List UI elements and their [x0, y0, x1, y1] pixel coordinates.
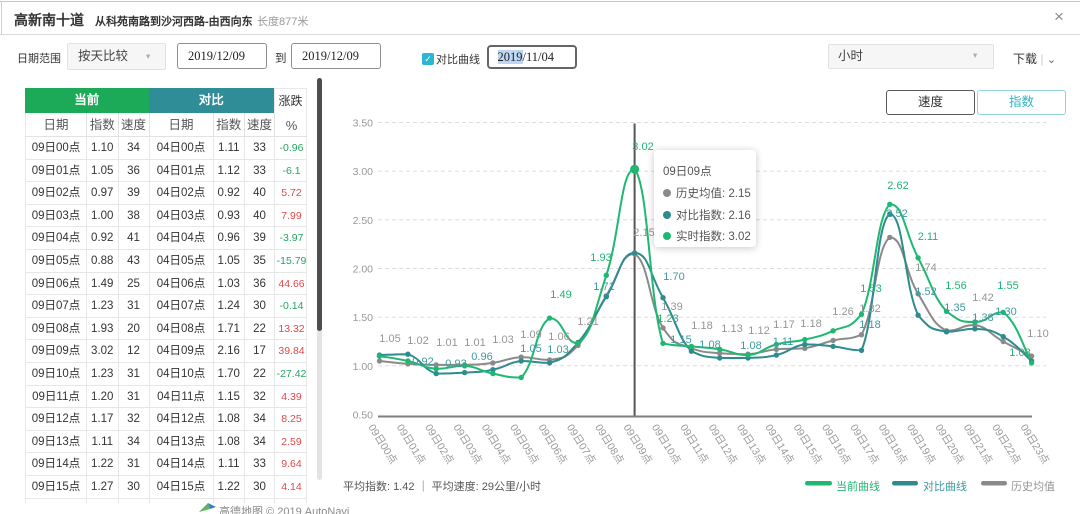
- svg-text:1.01: 1.01: [464, 337, 485, 349]
- svg-text:1.49: 1.49: [550, 289, 571, 301]
- svg-text:1.74: 1.74: [915, 262, 936, 274]
- svg-text:1.30: 1.30: [995, 306, 1016, 318]
- svg-text:0.93: 0.93: [445, 358, 466, 370]
- svg-text:1.70: 1.70: [663, 271, 684, 283]
- svg-text:0.50: 0.50: [353, 410, 374, 422]
- svg-text:1.08: 1.08: [740, 340, 761, 352]
- svg-text:1.02: 1.02: [407, 335, 428, 347]
- svg-text:1.11: 1.11: [773, 336, 794, 348]
- svg-text:1.35: 1.35: [944, 302, 965, 314]
- svg-text:1.18: 1.18: [691, 320, 712, 332]
- svg-text:1.06: 1.06: [548, 331, 569, 343]
- svg-text:1.08: 1.08: [699, 339, 720, 351]
- svg-text:历史均值: 历史均值: [1011, 480, 1055, 493]
- svg-text:1.71: 1.71: [593, 281, 614, 293]
- svg-text:2.11: 2.11: [918, 231, 939, 243]
- svg-text:1.00: 1.00: [353, 361, 374, 373]
- svg-text:1.03: 1.03: [1009, 347, 1030, 359]
- svg-text:1.53: 1.53: [860, 283, 881, 295]
- svg-text:对比曲线: 对比曲线: [923, 479, 967, 493]
- svg-text:1.10: 1.10: [1027, 328, 1048, 340]
- svg-text:1.21: 1.21: [577, 316, 598, 328]
- svg-text:2.15: 2.15: [633, 227, 654, 239]
- svg-text:1.56: 1.56: [945, 280, 966, 292]
- svg-text:3.00: 3.00: [353, 166, 374, 178]
- svg-text:2.62: 2.62: [887, 180, 908, 192]
- svg-text:1.05: 1.05: [520, 343, 541, 355]
- svg-text:1.23: 1.23: [657, 313, 678, 325]
- svg-text:1.03: 1.03: [492, 334, 513, 346]
- svg-text:1.09: 1.09: [520, 329, 541, 341]
- svg-text:1.50: 1.50: [353, 312, 374, 324]
- svg-text:1.39: 1.39: [661, 301, 682, 313]
- svg-text:当前曲线: 当前曲线: [836, 479, 880, 493]
- svg-text:0.92: 0.92: [412, 356, 433, 368]
- svg-text:1.42: 1.42: [972, 292, 993, 304]
- svg-text:1.55: 1.55: [997, 280, 1018, 292]
- svg-text:1.01: 1.01: [436, 337, 457, 349]
- svg-text:0.96: 0.96: [471, 351, 492, 363]
- svg-text:1.18: 1.18: [859, 319, 880, 331]
- svg-text:1.32: 1.32: [859, 303, 880, 315]
- svg-text:2.00: 2.00: [353, 264, 374, 276]
- svg-text:1.05: 1.05: [379, 333, 400, 345]
- svg-text:3.50: 3.50: [353, 118, 374, 130]
- svg-text:2.50: 2.50: [353, 215, 374, 227]
- svg-text:1.03: 1.03: [547, 344, 568, 356]
- svg-text:1.93: 1.93: [590, 252, 611, 264]
- svg-text:1.52: 1.52: [915, 286, 936, 298]
- svg-text:1.18: 1.18: [800, 318, 821, 330]
- svg-text:1.17: 1.17: [773, 319, 794, 331]
- svg-text:1.26: 1.26: [832, 306, 853, 318]
- svg-text:1.13: 1.13: [721, 323, 742, 335]
- svg-text:1.15: 1.15: [670, 334, 691, 346]
- svg-text:3.02: 3.02: [632, 141, 653, 153]
- svg-text:1.38: 1.38: [972, 312, 993, 324]
- svg-text:1.12: 1.12: [748, 325, 769, 337]
- svg-text:2.52: 2.52: [886, 208, 907, 220]
